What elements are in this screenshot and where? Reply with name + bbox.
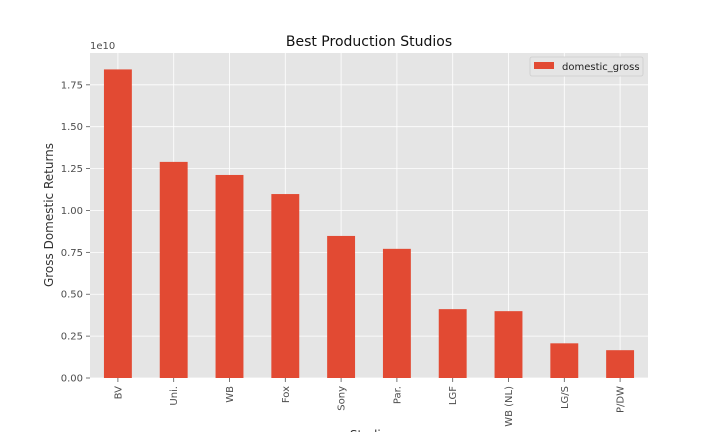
x-tick-label: Par. [392, 386, 403, 404]
x-tick-label: LGF [448, 386, 459, 405]
bar-Fox [271, 194, 300, 378]
x-tick-label: BV [113, 386, 124, 400]
x-tick-label: Fox [281, 386, 292, 403]
legend-label: domestic_gross [562, 62, 640, 73]
bars [103, 69, 635, 378]
bar-BV [103, 69, 132, 378]
chart-title: Best Production Studios [286, 34, 452, 50]
legend-swatch [534, 62, 554, 69]
bar-WB [215, 174, 244, 378]
bar-LG/S [550, 343, 579, 378]
y-tick-label: 0.50 [61, 290, 83, 301]
bar-Uni. [159, 161, 188, 378]
x-tick-label: Sony [337, 386, 348, 411]
y-axis-label: Gross Domestic Returns [42, 143, 56, 287]
x-axis-label: Studio [350, 428, 388, 432]
bar-Sony [327, 235, 356, 378]
x-tick-label: P/DW [616, 386, 627, 413]
y-tick-label: 1.50 [61, 122, 83, 133]
y-tick-label: 1.00 [61, 206, 83, 217]
legend-box [529, 56, 644, 77]
x-tick-label: Uni. [169, 386, 180, 406]
x-tick-label: LG/S [560, 386, 571, 409]
legend: domestic_gross [529, 56, 644, 77]
bar-Par. [382, 248, 411, 378]
y-tick-label: 0.00 [61, 374, 83, 385]
bar-LGF [438, 309, 467, 378]
y-offset-label: 1e10 [90, 41, 115, 52]
y-tick-label: 1.25 [61, 164, 83, 175]
y-tick-label: 0.25 [61, 332, 83, 343]
bar-WB (NL) [494, 311, 523, 378]
x-axis-ticks: BV Uni. WB Fox Sony Par. LGF WB (NL) LG/S P/DW [113, 378, 627, 427]
bar-P/DW [606, 350, 635, 378]
y-axis-ticks: 0.00 0.25 0.50 0.75 1.00 1.25 1.50 1.75 [61, 80, 90, 385]
y-tick-label: 1.75 [61, 80, 83, 91]
y-tick-label: 0.75 [61, 248, 83, 259]
x-tick-label: WB (NL) [504, 386, 515, 427]
x-tick-label: WB [225, 386, 236, 403]
